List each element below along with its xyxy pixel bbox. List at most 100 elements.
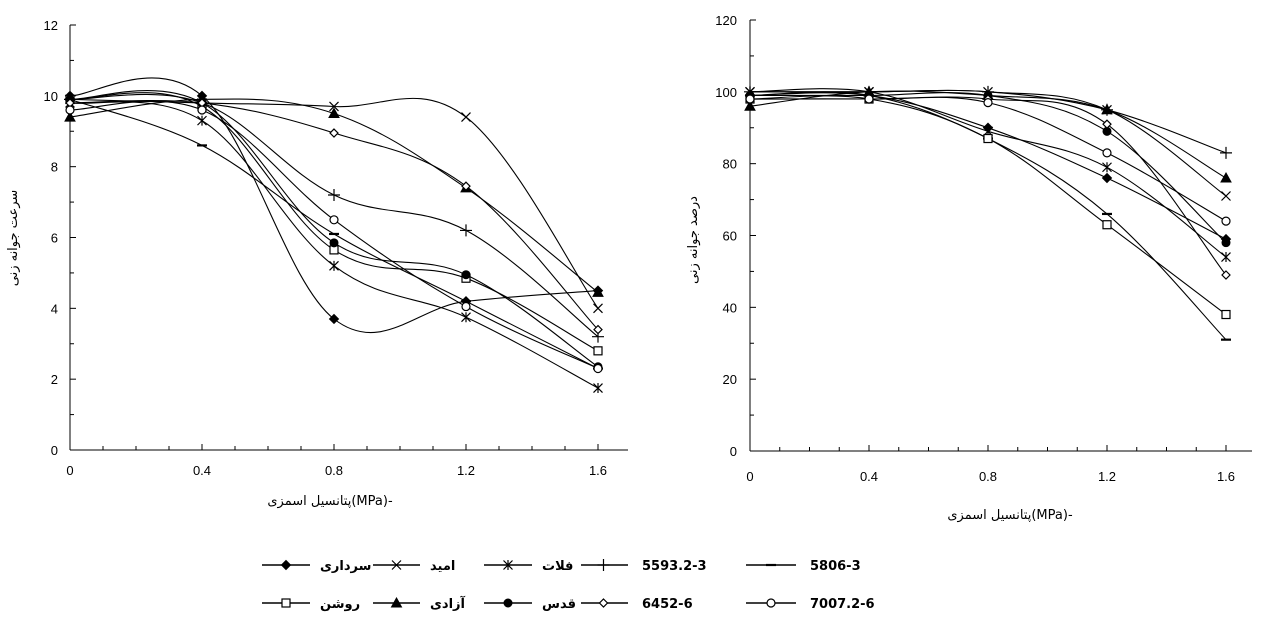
series-line-1 xyxy=(69,77,599,334)
data-point-s6-p5 xyxy=(593,346,603,356)
data-point-s3-p4 xyxy=(461,312,471,323)
legend-label-6: روشن xyxy=(320,597,360,612)
series-line-9 xyxy=(69,99,599,330)
data-point-s10-p1 xyxy=(65,105,75,115)
data-point-s7-p3 xyxy=(328,107,340,119)
y-tick-label: 4 xyxy=(51,301,58,316)
x-axis-title: پتانسیل اسمزی(MPa)- xyxy=(947,508,1073,523)
legend-label-7: آزادی xyxy=(430,595,466,612)
legend-marker-1 xyxy=(280,559,292,571)
data-point-s4-p3 xyxy=(328,189,340,201)
series-line-6 xyxy=(749,95,1227,315)
x-tick-label: 0.4 xyxy=(860,469,878,484)
legend-marker-6 xyxy=(281,598,291,608)
legend-marker-7 xyxy=(390,596,403,608)
data-point-s9-p5 xyxy=(593,324,603,335)
x-axis-title: پتانسیل اسمزی(MPa)- xyxy=(267,494,393,509)
series-line-10 xyxy=(749,96,1227,222)
legend-marker-3 xyxy=(503,560,513,570)
y-axis-title: درصد جوانه زنی xyxy=(686,196,701,284)
x-tick-label: 1.2 xyxy=(1098,469,1116,484)
data-point-s2-p4 xyxy=(461,112,471,123)
y-tick-label: 120 xyxy=(715,13,737,28)
data-point-s6-p4 xyxy=(1102,220,1112,230)
y-tick-label: 8 xyxy=(51,160,58,175)
x-tick-label: 1.6 xyxy=(1217,469,1235,484)
legend-marker-9 xyxy=(598,598,609,608)
data-point-s2-p5 xyxy=(1221,191,1231,201)
x-tick-label: 0.8 xyxy=(325,463,343,478)
data-point-s8-p5 xyxy=(1221,238,1231,248)
data-point-s2-p3 xyxy=(329,101,339,112)
legend-marker-10 xyxy=(766,598,776,608)
legend-label-4: 5593.2-3 xyxy=(642,559,707,574)
legend-label-2: امید xyxy=(430,559,455,574)
y-tick-label: 80 xyxy=(723,157,737,172)
data-point-s10-p2 xyxy=(197,105,207,115)
data-point-s3-p3 xyxy=(329,260,339,271)
legend-marker-4 xyxy=(597,559,610,571)
data-point-s1-p3 xyxy=(328,313,340,325)
y-tick-label: 100 xyxy=(715,85,737,100)
series-line-3 xyxy=(749,88,1227,258)
data-point-s3-p2 xyxy=(197,115,207,126)
y-tick-label: 60 xyxy=(723,229,737,244)
y-tick-label: 20 xyxy=(723,372,737,387)
legend-label-3: فلات xyxy=(542,559,573,574)
series-line-1 xyxy=(749,92,1227,240)
data-point-s9-p4 xyxy=(1102,119,1112,130)
data-point-s7-p5 xyxy=(1220,172,1232,183)
data-point-s2-p5 xyxy=(593,303,603,314)
series-line-8 xyxy=(749,92,1227,244)
y-tick-label: 10 xyxy=(44,89,58,104)
data-point-s6-p3 xyxy=(983,133,993,144)
y-tick-label: 6 xyxy=(51,231,58,246)
data-point-s7-p5 xyxy=(592,286,604,297)
data-point-s7-p1 xyxy=(744,100,756,111)
x-tick-label: 1.2 xyxy=(457,463,475,478)
data-point-s7-p4 xyxy=(1101,103,1113,115)
data-point-s10-p2 xyxy=(864,94,874,104)
y-axis-title: سرعت جوانه زنی xyxy=(6,190,21,287)
data-point-s10-p3 xyxy=(983,98,993,108)
legend: سرداری امید فلات 5593.2-3 5806-3 روشن آزادی قدس… xyxy=(262,559,875,612)
y-tick-label: 2 xyxy=(51,372,58,387)
legend-label-8: قدس xyxy=(542,597,576,612)
x-tick-label: 0.4 xyxy=(193,463,211,478)
data-point-s9-p4 xyxy=(461,181,471,191)
data-point-s1-p4 xyxy=(1101,172,1113,184)
legend-label-9: 6452-6 xyxy=(642,597,693,612)
x-tick-label: 0 xyxy=(746,469,753,484)
data-point-s8-p3 xyxy=(329,238,339,248)
x-tick-label: 1.6 xyxy=(589,463,607,478)
data-point-s9-p5 xyxy=(1221,270,1231,280)
data-point-s10-p4 xyxy=(461,301,471,312)
data-point-s10-p5 xyxy=(1221,216,1231,226)
chart-germination-percent: 0 20 40 60 80 100 120 0 0.4 0.8 1.2 1.6 پتانسیل اسمز… xyxy=(686,13,1252,523)
legend-label-1: سرداری xyxy=(320,559,371,574)
data-point-s10-p4 xyxy=(1102,148,1112,158)
data-point-s6-p5 xyxy=(1221,309,1231,320)
x-tick-label: 0.8 xyxy=(979,469,997,484)
y-tick-label: 40 xyxy=(723,300,737,315)
data-point-s10-p5 xyxy=(593,363,603,374)
data-point-s8-p4 xyxy=(461,270,471,280)
y-tick-label: 12 xyxy=(44,18,58,33)
data-point-s7-p1 xyxy=(64,111,76,122)
y-tick-label: 0 xyxy=(730,444,737,459)
data-point-s3-p4 xyxy=(1102,162,1112,173)
data-point-s3-p5 xyxy=(1221,252,1231,263)
data-point-s9-p3 xyxy=(329,128,339,138)
legend-label-10: 7007.2-6 xyxy=(810,597,875,612)
legend-marker-8 xyxy=(503,598,513,608)
y-tick-label: 0 xyxy=(51,443,58,458)
data-point-s10-p3 xyxy=(329,215,339,225)
data-point-s4-p5 xyxy=(1220,146,1232,159)
chart-germination-rate: 0 2 4 6 8 10 12 0 0.4 0.8 1.2 1.6 پتانسیل اسمزی(MPa)… xyxy=(6,18,628,509)
data-point-s10-p1 xyxy=(745,94,755,104)
x-tick-label: 0 xyxy=(66,463,73,478)
legend-marker-2 xyxy=(391,560,402,570)
data-point-s3-p5 xyxy=(593,383,603,394)
legend-label-5: 5806-3 xyxy=(810,559,861,574)
